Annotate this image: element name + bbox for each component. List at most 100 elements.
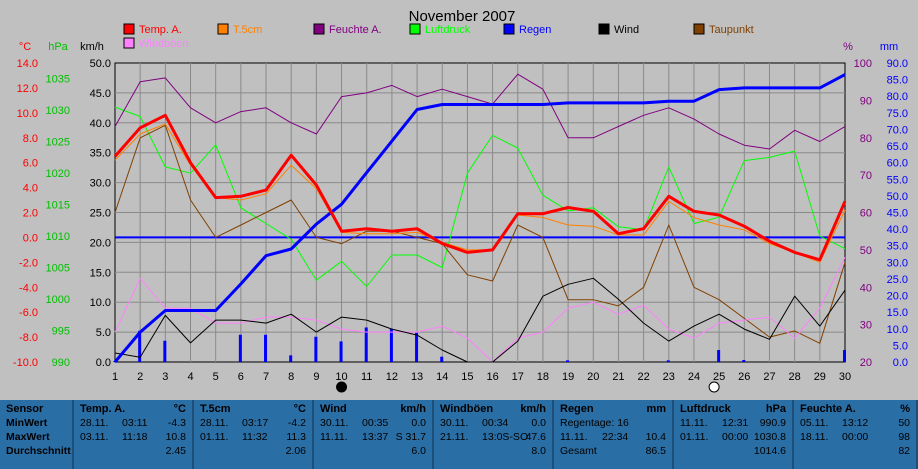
rain-bar bbox=[264, 334, 268, 362]
summary-avg-row: 2.45 bbox=[74, 444, 192, 458]
summary-header: Luftdruck hPa bbox=[674, 400, 792, 416]
y-tick-temp: 10.0 bbox=[17, 108, 38, 120]
legend-swatch bbox=[123, 37, 135, 49]
y-tick-temp: -6.0 bbox=[19, 307, 38, 319]
y-tick-hpa: 1020 bbox=[46, 168, 70, 180]
rain-bar bbox=[163, 340, 167, 362]
x-tick: 7 bbox=[263, 371, 269, 383]
summary-avg-value: 8.0 bbox=[531, 445, 546, 457]
x-tick: 8 bbox=[288, 371, 294, 383]
max-label: MaxWert bbox=[6, 431, 50, 443]
y-tick-mm: 20.0 bbox=[887, 291, 908, 303]
y-tick-temp: -2.0 bbox=[19, 257, 38, 269]
y-tick-hpa: 1030 bbox=[46, 105, 70, 117]
legend-label: Wind bbox=[614, 24, 639, 36]
summary-min-row: 30.11. 00:35 0.0 bbox=[314, 416, 432, 430]
y-tick-mm: 30.0 bbox=[887, 257, 908, 269]
summary-min-row: 28.11. 03:11 -4.3 bbox=[74, 416, 192, 430]
summary-header: Feuchte A.% bbox=[794, 400, 916, 416]
y-tick-mm: 40.0 bbox=[887, 224, 908, 236]
rain-bar bbox=[339, 341, 343, 362]
summary-avg-label: Gesamt bbox=[560, 445, 597, 457]
summary-header: T.5cm °C bbox=[194, 400, 312, 416]
summary-max-row: 11.11. 22:34 10.4 bbox=[554, 430, 672, 444]
y-tick-mm: 90.0 bbox=[887, 58, 908, 70]
x-tick: 20 bbox=[587, 371, 599, 383]
y-tick-kmh: 35.0 bbox=[90, 148, 111, 160]
x-tick: 29 bbox=[814, 371, 826, 383]
x-tick: 21 bbox=[612, 371, 624, 383]
summary-min-value: -4.2 bbox=[287, 417, 306, 429]
rain-bar bbox=[843, 350, 846, 362]
summary-max-row: 01.11. 11:32 11.3 bbox=[194, 430, 312, 444]
series-temp-a bbox=[113, 113, 847, 262]
summary-min-time: 00:35 bbox=[362, 417, 389, 429]
summary-max-time: 13:0S-SO bbox=[482, 431, 529, 443]
y-tick-temp: -8.0 bbox=[19, 332, 38, 344]
x-tick: 19 bbox=[562, 371, 574, 383]
summary-max-value: 1030.8 bbox=[753, 431, 786, 443]
x-tick: 4 bbox=[187, 371, 193, 383]
series-lines bbox=[113, 73, 847, 363]
y-tick-mm: 0.0 bbox=[893, 357, 908, 369]
y-tick-mm: 50.0 bbox=[887, 191, 908, 203]
summary-avg-value: 1014.6 bbox=[753, 445, 786, 457]
y-tick-mm: 55.0 bbox=[887, 174, 908, 186]
x-tick: 1 bbox=[112, 371, 118, 383]
y-tick-kmh: 0.0 bbox=[96, 357, 111, 369]
summary-sensor-name: Regen bbox=[560, 403, 594, 415]
summary-min-row: 30.11. 00:34 0.0 bbox=[434, 416, 552, 430]
summary-header: Temp. A. °C bbox=[74, 400, 192, 416]
x-tick: 18 bbox=[537, 371, 549, 383]
summary-columns: Temp. A. °C 28.11. 03:11 -4.3 03.11. 11:18 10.8… bbox=[74, 400, 918, 469]
y-tick-temp: 0.0 bbox=[23, 232, 38, 244]
summary-unit: °C bbox=[173, 403, 186, 415]
weather-chart: November 2007 Temp. A. T.5cm Feuchte A. Luf… bbox=[13, 8, 908, 393]
legend-label: T.5cm bbox=[233, 24, 262, 36]
x-tick: 9 bbox=[313, 371, 319, 383]
summary-min-row: 11.11. 12:31 990.9 bbox=[674, 416, 792, 430]
y-tick-mm: 45.0 bbox=[887, 208, 908, 220]
summary-max-time: 22:34 bbox=[602, 431, 629, 443]
legend-label: Feuchte A. bbox=[329, 24, 382, 36]
summary-max-date: 11.11. bbox=[560, 431, 588, 443]
summary-col-windb-en: Windböen km/h 30.11. 00:34 0.0 21.11. 13:0S-SO… bbox=[434, 400, 554, 469]
y-tick-kmh: 45.0 bbox=[90, 88, 111, 100]
summary-min-time: 03:11 bbox=[122, 417, 148, 429]
rain-bar bbox=[314, 336, 318, 362]
summary-max-row: 03.11. 11:18 10.8 bbox=[74, 430, 192, 444]
summary-max-value: 10.8 bbox=[165, 431, 186, 443]
y-tick-pct: 80 bbox=[860, 133, 872, 145]
y-tick-pct: 50 bbox=[860, 245, 872, 257]
legend-swatch bbox=[123, 23, 135, 35]
y-tick-kmh: 50.0 bbox=[90, 58, 111, 70]
x-tick: 14 bbox=[436, 371, 448, 383]
legend-label: Temp. A. bbox=[139, 24, 182, 36]
y-tick-pct: 40 bbox=[860, 282, 872, 294]
summary-max-value: 10.4 bbox=[645, 431, 666, 443]
y-tick-mm: 35.0 bbox=[887, 241, 908, 253]
mm-unit: mm bbox=[880, 41, 898, 53]
x-tick: 23 bbox=[663, 371, 675, 383]
summary-min-date: 28.11. bbox=[80, 417, 109, 429]
summary-min-value: 0.0 bbox=[411, 417, 426, 429]
rain-bar bbox=[742, 360, 746, 362]
y-tick-temp: -4.0 bbox=[19, 282, 38, 294]
y-tick-kmh: 30.0 bbox=[90, 178, 111, 190]
summary-min-value: 990.9 bbox=[759, 417, 786, 429]
summary-min-date: 30.11. bbox=[320, 417, 349, 429]
summary-avg-value: 6.0 bbox=[411, 445, 426, 457]
y-tick-pct: 70 bbox=[860, 170, 872, 182]
rain-bar bbox=[717, 350, 721, 362]
summary-col-wind: Wind km/h 30.11. 00:35 0.0 11.11. 13:37 S 31.7 6… bbox=[314, 400, 434, 469]
x-tick: 17 bbox=[512, 371, 524, 383]
legend-swatch bbox=[503, 23, 515, 35]
x-tick: 3 bbox=[162, 371, 168, 383]
y-tick-kmh: 40.0 bbox=[90, 118, 111, 130]
summary-min-time: 03:17 bbox=[242, 417, 269, 429]
y-tick-kmh: 20.0 bbox=[90, 237, 111, 249]
summary-avg-value: 82 bbox=[898, 445, 910, 457]
x-tick: 25 bbox=[713, 371, 725, 383]
y-tick-kmh: 15.0 bbox=[90, 267, 111, 279]
y-tick-mm: 15.0 bbox=[887, 307, 908, 319]
